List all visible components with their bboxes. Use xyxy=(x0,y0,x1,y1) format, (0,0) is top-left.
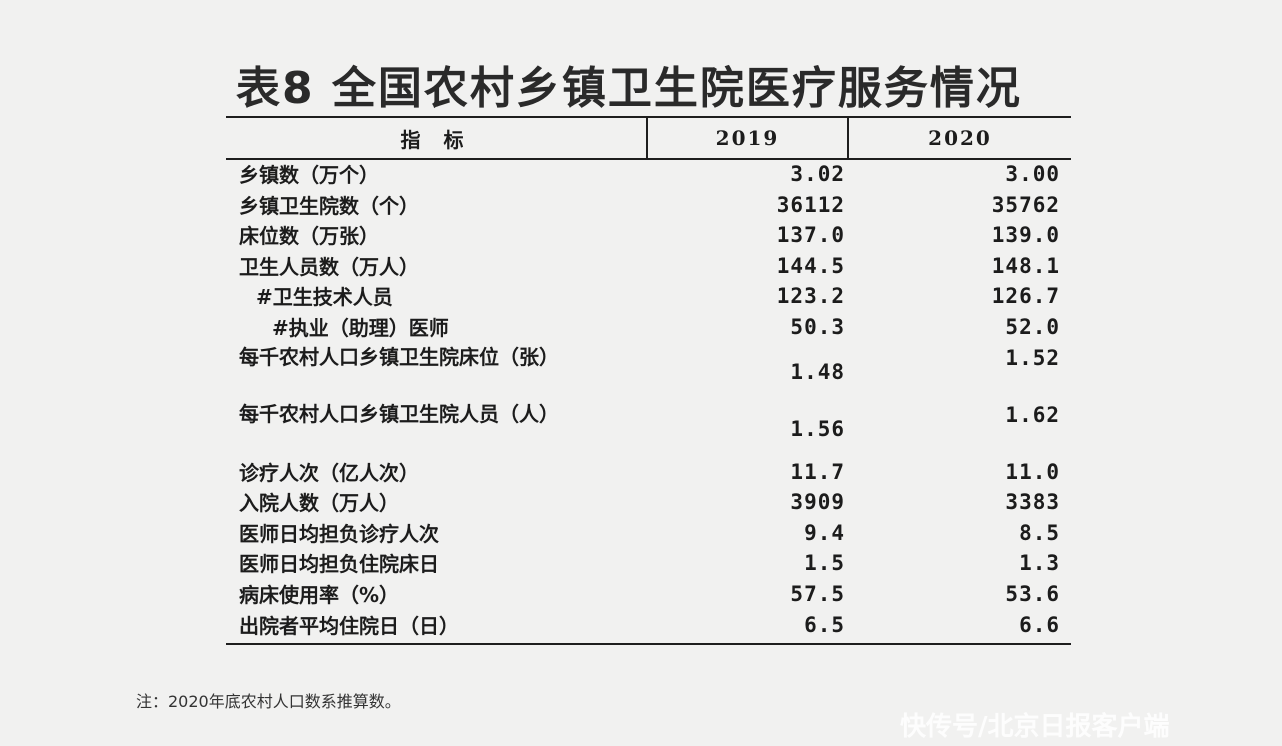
value-2020: 35762 xyxy=(991,192,1060,217)
value-2019: 1.56 xyxy=(790,416,845,441)
value-2019: 50.3 xyxy=(790,314,845,339)
value-2020: 53.6 xyxy=(1005,581,1060,606)
table-row: #卫生技术人员 123.2 126.7 xyxy=(226,282,1071,313)
row-label: 入院人数（万人） xyxy=(239,491,399,516)
table-row: #执业（助理）医师 50.3 52.0 xyxy=(226,313,1071,344)
table-row: 床位数（万张） 137.0 139.0 xyxy=(226,221,1071,252)
table-row: 病床使用率（%） 57.5 53.6 xyxy=(226,580,1071,611)
table-body: 乡镇数（万个） 3.02 3.00 乡镇卫生院数（个） 36112 35762 … xyxy=(226,160,1071,641)
value-2019: 1.48 xyxy=(790,359,845,384)
row-label: 出院者平均住院日（日） xyxy=(239,613,459,638)
table-row: 卫生人员数（万人） 144.5 148.1 xyxy=(226,252,1071,283)
row-label: 乡镇数（万个） xyxy=(239,163,379,187)
table-header: 指 标 2019 2020 xyxy=(226,118,1071,160)
row-label: #卫生技术人员 xyxy=(256,285,393,310)
value-2020: 6.6 xyxy=(1019,612,1060,637)
bottom-rule xyxy=(226,643,1071,646)
value-2020: 139.0 xyxy=(991,223,1060,248)
row-label: 每千农村人口乡镇卫生院床位（张） xyxy=(239,344,559,369)
table-row: 每千农村人口乡镇卫生院人员（人） 1.56 1.62 xyxy=(226,401,1071,458)
header-2019: 2019 xyxy=(648,118,849,158)
value-2019: 6.5 xyxy=(804,612,845,637)
value-2019: 11.7 xyxy=(790,459,845,484)
table-title: 表8 全国农村乡镇卫生院医疗服务情况 xyxy=(236,63,1022,114)
table-row: 诊疗人次（亿人次） 11.7 11.0 xyxy=(226,458,1071,489)
top-rule xyxy=(226,116,1071,118)
table-row: 入院人数（万人） 3909 3383 xyxy=(226,488,1071,519)
row-label: 床位数（万张） xyxy=(239,224,379,249)
row-label: 病床使用率（%） xyxy=(239,582,400,607)
value-2020: 1.3 xyxy=(1019,551,1060,576)
value-2019: 57.5 xyxy=(790,581,845,606)
row-label: 乡镇卫生院数（个） xyxy=(239,193,419,218)
footnote: 注：2020年底农村人口数系推算数。 xyxy=(136,692,401,711)
row-label: 医师日均担负住院床日 xyxy=(239,552,439,577)
value-2020: 8.5 xyxy=(1019,520,1060,545)
value-2020: 52.0 xyxy=(1005,314,1060,339)
table-row: 乡镇卫生院数（个） 36112 35762 xyxy=(226,191,1071,222)
table-row: 出院者平均住院日（日） 6.5 6.6 xyxy=(226,611,1071,642)
value-2020: 1.52 xyxy=(1005,345,1060,370)
value-2019: 36112 xyxy=(776,192,845,217)
row-label: 卫生人员数（万人） xyxy=(239,254,419,279)
value-2020: 3.00 xyxy=(1005,162,1060,186)
value-2020: 3383 xyxy=(1005,490,1060,515)
value-2019: 137.0 xyxy=(776,223,845,248)
value-2019: 9.4 xyxy=(804,520,845,545)
value-2020: 11.0 xyxy=(1005,459,1060,484)
value-2019: 3909 xyxy=(790,490,845,515)
table-row: 医师日均担负诊疗人次 9.4 8.5 xyxy=(226,519,1071,550)
row-label: 诊疗人次（亿人次） xyxy=(239,460,419,485)
value-2019: 144.5 xyxy=(776,253,845,278)
table-row: 医师日均担负住院床日 1.5 1.3 xyxy=(226,549,1071,580)
value-2019: 3.02 xyxy=(790,162,845,186)
value-2019: 123.2 xyxy=(776,284,845,309)
value-2020: 1.62 xyxy=(1005,402,1060,427)
data-table: 指 标 2019 2020 乡镇数（万个） 3.02 3.00 乡镇卫生院数（个… xyxy=(226,116,1071,646)
row-label: 每千农村人口乡镇卫生院人员（人） xyxy=(239,401,559,426)
table-row: 乡镇数（万个） 3.02 3.00 xyxy=(226,160,1071,191)
value-2019: 1.5 xyxy=(804,551,845,576)
value-2020: 148.1 xyxy=(991,253,1060,278)
table-row: 每千农村人口乡镇卫生院床位（张） 1.48 1.52 xyxy=(226,344,1071,401)
header-2020: 2020 xyxy=(928,126,992,150)
watermark: 快传号/北京日报客户端 xyxy=(900,712,1170,742)
row-label: #执业（助理）医师 xyxy=(272,315,449,340)
row-label: 医师日均担负诊疗人次 xyxy=(239,521,439,546)
value-2020: 126.7 xyxy=(991,284,1060,309)
header-indicator: 指 标 xyxy=(226,118,648,158)
